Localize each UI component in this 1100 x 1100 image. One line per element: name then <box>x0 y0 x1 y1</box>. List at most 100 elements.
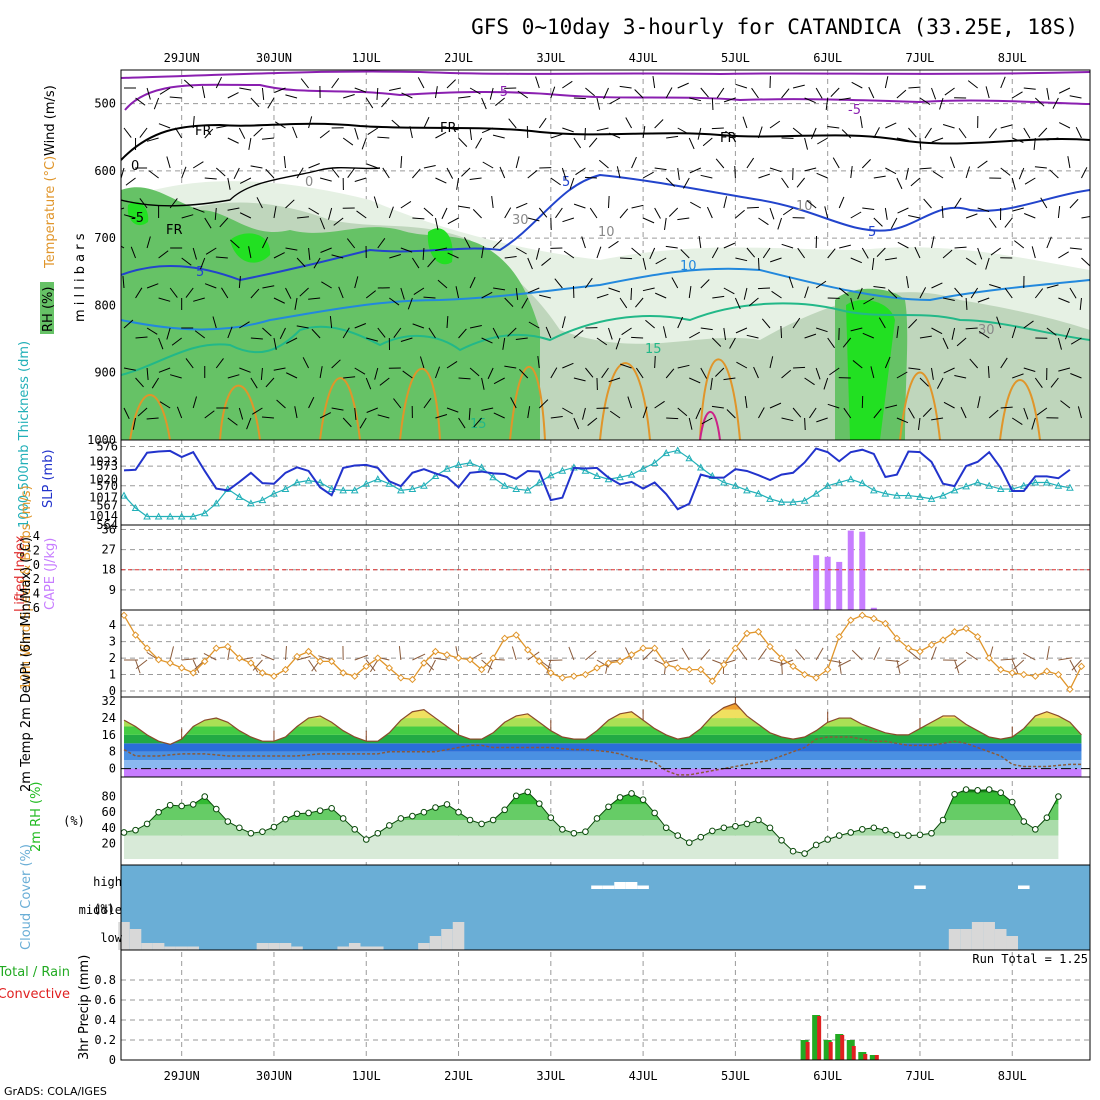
upper-wind-barb <box>989 284 1001 289</box>
upper-wind-barb <box>757 257 760 271</box>
wind-speed-point <box>985 654 993 662</box>
rh-point <box>685 839 693 846</box>
rh-point <box>489 816 497 824</box>
upper-wind-barb <box>873 175 886 179</box>
rh-point <box>835 832 843 839</box>
wind-speed-point <box>466 656 474 664</box>
upper-wind-barb <box>868 86 875 99</box>
y-tick-wind: 2 <box>109 651 116 665</box>
cloud-low-block <box>187 946 199 950</box>
upper-wind-barb <box>250 165 263 169</box>
upper-wind-barb <box>596 246 602 259</box>
upper-wind-barb <box>690 201 702 209</box>
upper-wind-barb <box>965 327 978 330</box>
rh-point <box>1055 793 1062 800</box>
rh-point <box>916 831 924 839</box>
rh-point <box>478 820 485 828</box>
upper-wind-barb <box>329 316 333 329</box>
thickness-point <box>777 498 786 506</box>
upper-wind-barb <box>619 85 632 89</box>
upper-wind-barb <box>365 377 372 390</box>
ylabel-precip-conv: Convective <box>0 987 70 1002</box>
upper-wind-barb <box>393 398 402 409</box>
surface-wind-barb <box>308 659 317 672</box>
thickness-point <box>512 484 521 493</box>
upper-wind-barb <box>204 128 214 139</box>
upper-wind-barb <box>262 327 272 337</box>
y-tick-temp: 0 <box>109 762 116 776</box>
thickness-point <box>500 481 509 489</box>
upper-wind-barb <box>538 207 548 218</box>
upper-wind-barb <box>123 127 132 138</box>
upper-wind-barb <box>347 167 356 179</box>
temp-band <box>124 751 1082 761</box>
upper-wind-barb <box>1069 95 1082 99</box>
upper-wind-barb <box>261 137 275 140</box>
wind-speed-point <box>304 647 313 656</box>
upper-wind-barb <box>735 327 748 334</box>
x-tick-label-top: 29JUN <box>164 51 200 65</box>
rh-point <box>455 808 462 816</box>
upper-wind-barb <box>910 177 921 187</box>
upper-wind-barb <box>239 321 250 329</box>
rh-point <box>374 829 382 837</box>
cloud-low-block <box>452 922 465 950</box>
upper-wind-barb <box>1024 177 1036 185</box>
upper-wind-barb <box>158 297 171 302</box>
upper-wind-barb <box>596 337 608 346</box>
upper-wind-barb <box>954 197 962 209</box>
y-tick-temp: 24 <box>102 711 116 725</box>
wind-barbs-upper <box>121 75 1090 431</box>
upper-wind-barb <box>919 97 931 105</box>
surface-wind-barb <box>487 659 494 674</box>
upper-wind-barb <box>863 297 875 305</box>
wind-speed-point <box>120 611 128 619</box>
thickness-point <box>489 473 497 481</box>
upper-wind-barb <box>815 87 823 99</box>
upper-wind-barb <box>516 202 528 209</box>
upper-wind-barb <box>736 361 748 369</box>
wind-speed-point <box>1020 670 1028 679</box>
surface-wind-barb <box>428 659 436 673</box>
upper-wind-barb <box>377 136 390 139</box>
precip-panel <box>800 1015 879 1060</box>
thickness-point <box>281 484 290 493</box>
upper-wind-barb <box>342 137 354 146</box>
rh-band <box>124 792 1059 805</box>
upper-wind-barb <box>446 167 454 179</box>
upper-wind-barb <box>596 127 609 132</box>
upper-wind-barb <box>146 417 159 420</box>
rh-point <box>616 794 624 801</box>
upper-wind-barb <box>967 80 978 89</box>
wind-speed-point <box>212 644 220 652</box>
upper-wind-barb <box>446 79 456 89</box>
upper-wind-barb <box>603 87 609 100</box>
upper-wind-barb <box>642 257 647 270</box>
upper-wind-barb <box>677 407 688 417</box>
upper-wind-barb <box>458 328 467 339</box>
upper-wind-barb <box>1052 97 1059 109</box>
x-tick-label-bottom: 6JUL <box>813 1069 842 1083</box>
wind-speed-point <box>720 660 728 669</box>
upper-wind-barb <box>810 127 817 140</box>
x-tick-label-top: 4JUL <box>629 51 658 65</box>
upper-wind-barb <box>665 368 675 379</box>
upper-wind-barb <box>527 217 540 222</box>
contour-label: 0 <box>305 175 313 190</box>
cape-panel <box>121 530 1090 610</box>
y-tick-pressure: 1000 <box>87 433 116 447</box>
upper-wind-barb <box>446 407 459 413</box>
upper-wind-barb <box>469 276 476 289</box>
surface-wind-barb <box>896 659 909 668</box>
rh-point <box>535 800 543 807</box>
upper-wind-barb <box>1081 257 1090 267</box>
upper-wind-barb <box>135 97 146 106</box>
rh-point <box>501 806 508 814</box>
upper-wind-barb <box>446 315 449 329</box>
upper-wind-barb <box>1058 297 1070 303</box>
cloud-low-block <box>337 946 349 950</box>
upper-wind-barb <box>296 325 309 329</box>
upper-wind-barb <box>990 247 1002 256</box>
temp-band <box>124 726 1082 735</box>
rh-point <box>524 788 532 796</box>
